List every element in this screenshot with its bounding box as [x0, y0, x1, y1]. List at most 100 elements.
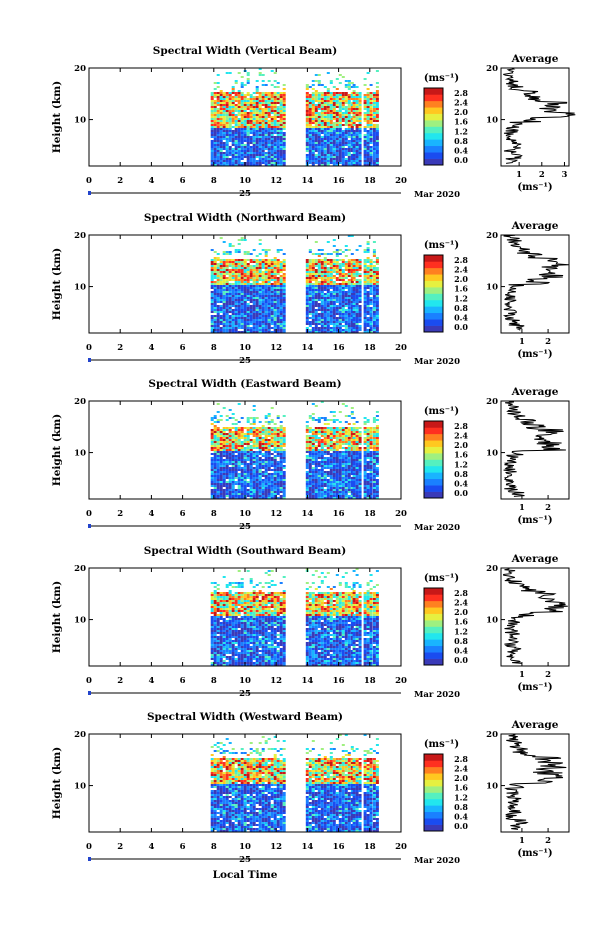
heatmap-cell	[237, 331, 241, 333]
heatmap-cell	[323, 110, 327, 112]
heatmap-cell	[258, 479, 262, 481]
heatmap-cell	[246, 146, 250, 148]
colorbar-tick-label: 0.4	[454, 313, 468, 323]
colorbar-swatch	[424, 306, 443, 314]
heatmap-cell	[305, 305, 309, 307]
heatmap-cell	[264, 417, 268, 419]
heatmap-cell	[372, 271, 376, 273]
heatmap-cell	[332, 154, 336, 156]
heatmap-cell	[270, 299, 274, 301]
heatmap-cell	[332, 160, 336, 162]
heatmap-cell	[273, 289, 277, 291]
heatmap-cell	[369, 309, 373, 311]
heatmap-cell	[308, 126, 312, 128]
heatmap-cell	[222, 489, 226, 491]
heatmap-cell	[320, 319, 324, 321]
heatmap-cell	[335, 249, 339, 251]
colorbar-tick-label: 0.0	[454, 155, 468, 165]
heatmap-cell	[366, 267, 370, 269]
heatmap-cell	[234, 303, 238, 305]
heatmap-cell	[282, 303, 286, 305]
heatmap-cell	[210, 497, 214, 499]
heatmap-cell	[341, 118, 345, 120]
heatmap-cell	[267, 96, 271, 98]
heatmap-cell	[347, 126, 351, 128]
heatmap-cell	[317, 439, 321, 441]
heatmap-cell	[332, 106, 336, 108]
heatmap-cell	[246, 154, 250, 156]
heatmap-cell	[329, 130, 333, 132]
heatmap-cell	[270, 431, 274, 433]
heatmap-cell	[329, 323, 333, 325]
heatmap-cell	[363, 299, 367, 301]
heatmap-cell	[246, 289, 250, 291]
heatmap-cell	[317, 253, 321, 255]
heatmap-cell	[329, 144, 333, 146]
heatmap-cell	[308, 311, 312, 313]
heatmap-cell	[210, 136, 214, 138]
heatmap-cell	[311, 146, 315, 148]
colorbar-tick-label: 1.2	[454, 293, 468, 303]
heatmap-cell	[213, 447, 217, 449]
heatmap-cell	[273, 489, 277, 491]
heatmap-cell	[228, 160, 232, 162]
heatmap-cell	[276, 469, 280, 471]
heatmap-cell	[258, 100, 262, 102]
heatmap-cell	[326, 267, 330, 269]
heatmap-cell	[311, 313, 315, 315]
heatmap-cell	[341, 259, 345, 261]
heatmap-cell	[317, 317, 321, 319]
heatmap-cell	[210, 142, 214, 144]
heatmap-cell	[273, 94, 277, 96]
heatmap-cell	[311, 100, 315, 102]
heatmap-cell	[267, 321, 271, 323]
heatmap-cell	[369, 289, 373, 291]
heatmap-cell	[282, 152, 286, 154]
heatmap-cell	[308, 104, 312, 106]
heatmap-cell	[270, 429, 274, 431]
heatmap-cell	[323, 112, 327, 114]
heatmap-cell	[326, 423, 330, 425]
heatmap-cell	[246, 321, 250, 323]
heatmap-cell	[341, 261, 345, 263]
heatmap-cell	[314, 313, 318, 315]
heatmap-cell	[258, 331, 262, 333]
heatmap-cell	[314, 469, 318, 471]
heatmap-cell	[282, 441, 286, 443]
heatmap-cell	[347, 311, 351, 313]
heatmap-cell	[369, 118, 373, 120]
heatmap-cell	[258, 104, 262, 106]
heatmap-cell	[213, 449, 217, 451]
heatmap-cell	[225, 114, 229, 116]
heatmap-cell	[246, 283, 250, 285]
heatmap-cell	[243, 427, 247, 429]
heatmap-cell	[273, 315, 277, 317]
heatmap-cell	[246, 329, 250, 331]
heatmap-cell	[213, 273, 217, 275]
heatmap-cell	[282, 487, 286, 489]
heatmap-cell	[240, 311, 244, 313]
heatmap-cell	[240, 148, 244, 150]
heatmap-cell	[338, 309, 342, 311]
heatmap-cell	[231, 156, 235, 158]
heatmap-cell	[320, 481, 324, 483]
heatmap-cell	[237, 467, 241, 469]
heatmap-cell	[222, 108, 226, 110]
heatmap-cell	[366, 148, 370, 150]
heatmap-cell	[323, 128, 327, 130]
heatmap-cell	[352, 287, 356, 289]
heatmap-cell	[210, 419, 214, 421]
heatmap-cell	[338, 267, 342, 269]
heatmap-cell	[323, 433, 327, 435]
heatmap-cell	[216, 327, 220, 329]
heatmap-cell	[264, 249, 268, 251]
heatmap-cell	[231, 116, 235, 118]
heatmap-cell	[317, 417, 321, 419]
heatmap-cell	[264, 263, 268, 265]
heatmap-cell	[347, 124, 351, 126]
heatmap-cell	[279, 461, 283, 463]
heatmap-cell	[279, 317, 283, 319]
heatmap-cell	[350, 110, 354, 112]
heatmap-cell	[372, 160, 376, 162]
